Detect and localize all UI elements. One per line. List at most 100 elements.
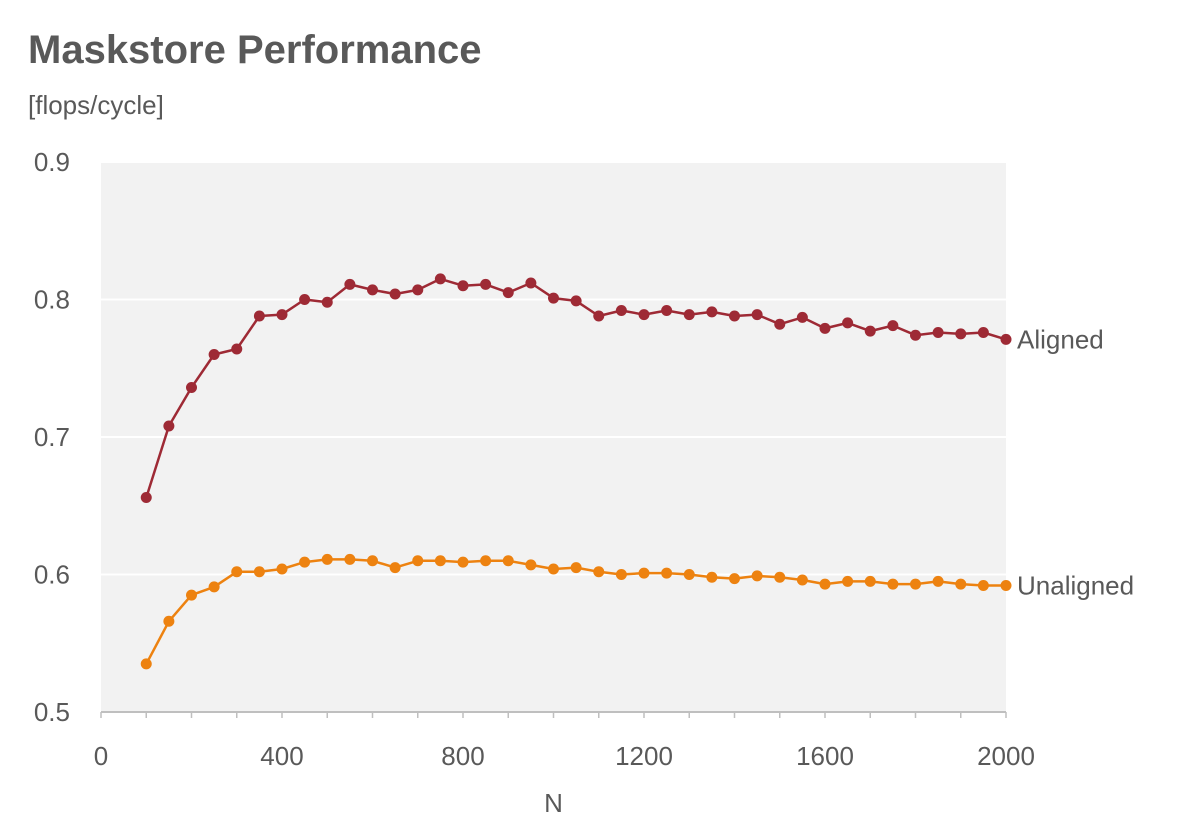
data-point [344, 553, 356, 565]
data-point [932, 327, 944, 338]
data-point [729, 310, 740, 322]
series-label: Unaligned [1017, 571, 1134, 601]
data-point [299, 294, 311, 305]
data-point [412, 555, 424, 567]
data-point [344, 278, 356, 290]
data-point [683, 309, 695, 321]
data-point [796, 574, 808, 586]
data-point [480, 555, 492, 567]
data-point [706, 571, 718, 583]
data-point [819, 322, 831, 334]
data-point [434, 273, 446, 285]
data-point [389, 562, 401, 574]
data-point [638, 567, 650, 579]
data-point [796, 311, 808, 323]
data-point [253, 310, 265, 322]
data-point [593, 310, 605, 322]
data-point [457, 556, 469, 568]
data-point [751, 570, 763, 582]
data-point [502, 555, 514, 567]
data-point [615, 305, 627, 316]
x-tick-label: 0 [94, 741, 108, 771]
data-point [593, 566, 605, 578]
data-point [231, 343, 243, 355]
data-point [457, 280, 469, 292]
data-point [570, 562, 582, 574]
data-point [615, 569, 627, 580]
data-point [683, 569, 695, 580]
data-point [140, 492, 152, 503]
series-label: Aligned [1017, 324, 1104, 354]
data-point [208, 581, 220, 593]
data-point [321, 296, 333, 308]
data-point [570, 295, 582, 307]
data-point [276, 563, 288, 575]
x-axis-label: N [544, 788, 563, 818]
x-tick-label: 1600 [796, 741, 854, 771]
data-point [299, 556, 311, 568]
x-tick-label: 2000 [977, 741, 1035, 771]
y-tick-label: 0.8 [34, 285, 70, 315]
y-tick-label: 0.9 [34, 147, 70, 177]
data-point [321, 553, 333, 565]
data-point [163, 420, 175, 432]
data-point [389, 288, 401, 300]
data-point [910, 578, 921, 590]
data-point [661, 567, 673, 579]
data-point [842, 575, 854, 587]
x-tick-label: 400 [260, 741, 303, 771]
y-axis: 0.5 0.6 0.7 0.8 0.9 [34, 147, 70, 727]
data-point [774, 571, 786, 583]
data-point [955, 328, 967, 340]
data-point [186, 382, 197, 393]
data-point [434, 555, 446, 567]
data-point [208, 349, 220, 360]
chart-subtitle: [flops/cycle] [28, 90, 164, 120]
chart-title: Maskstore Performance [28, 28, 482, 72]
data-point [412, 284, 424, 296]
y-tick-label: 0.7 [34, 422, 70, 452]
data-point [231, 566, 243, 578]
data-point [706, 306, 718, 318]
series-unaligned: Unaligned [140, 553, 1134, 670]
data-point [932, 575, 944, 587]
data-point [480, 278, 492, 290]
data-point [253, 566, 265, 578]
data-point [1000, 580, 1012, 591]
data-point [955, 578, 967, 590]
data-point [774, 318, 786, 330]
data-point [729, 573, 740, 585]
data-point [367, 284, 378, 296]
y-tick-label: 0.6 [34, 560, 70, 590]
y-tick-label: 0.5 [34, 697, 70, 727]
data-point [819, 578, 831, 590]
data-point [548, 292, 559, 304]
data-point [887, 578, 899, 590]
data-point [977, 327, 989, 338]
series-aligned: Aligned [140, 273, 1104, 503]
data-point [977, 580, 989, 591]
data-point [367, 555, 378, 567]
data-point [910, 329, 921, 341]
data-point [163, 615, 175, 627]
data-point [661, 305, 673, 316]
data-point [887, 320, 899, 332]
data-point [864, 575, 876, 587]
data-point [548, 563, 559, 575]
series-layer: Aligned Unaligned [140, 273, 1134, 670]
data-point [525, 277, 537, 289]
data-point [638, 309, 650, 321]
x-tick-label: 1200 [615, 741, 673, 771]
x-axis: 0 400 800 1200 1600 2000 [94, 711, 1035, 771]
x-tick-label: 800 [441, 741, 484, 771]
data-point [1000, 333, 1012, 345]
data-point [525, 559, 537, 571]
data-point [751, 309, 763, 321]
data-point [842, 317, 854, 329]
data-point [864, 325, 876, 337]
data-point [186, 589, 197, 601]
data-point [140, 658, 152, 670]
data-point [276, 309, 288, 321]
data-point [502, 287, 514, 299]
